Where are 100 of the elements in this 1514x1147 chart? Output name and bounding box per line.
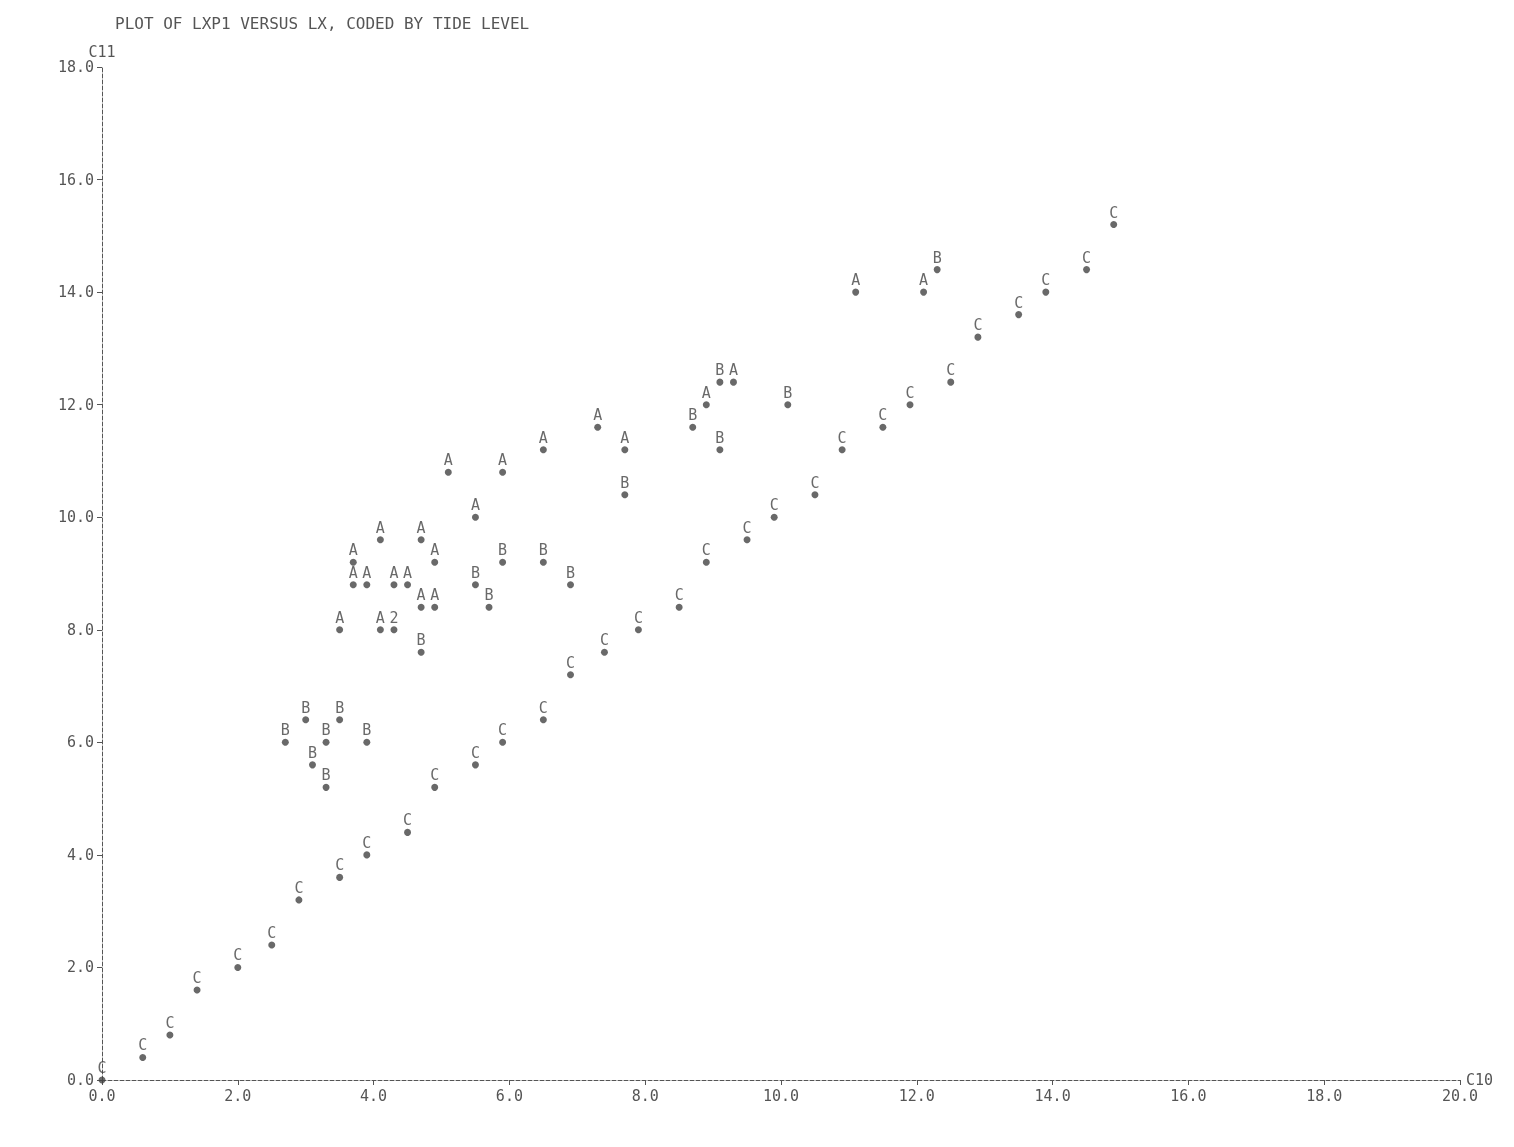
text: A	[919, 271, 929, 290]
text: A	[701, 383, 711, 402]
point	[281, 738, 289, 746]
point	[702, 401, 710, 409]
text: C	[403, 811, 413, 830]
text: C	[633, 608, 643, 627]
text: B	[335, 698, 345, 717]
point	[336, 626, 344, 634]
text: A	[430, 541, 440, 560]
x-tick-label: 20.0	[1441, 1086, 1479, 1105]
text: C	[138, 1036, 148, 1055]
text: C	[878, 406, 888, 425]
x-tick-label: 16.0	[1170, 1086, 1207, 1105]
point	[784, 401, 792, 409]
text: A	[362, 563, 372, 582]
point	[234, 963, 242, 971]
text: C	[674, 586, 684, 605]
text: B	[932, 248, 942, 267]
series-label: C	[1109, 203, 1119, 222]
point	[471, 761, 479, 769]
text: C	[1082, 248, 1092, 267]
text: B	[470, 563, 480, 582]
point	[675, 603, 683, 611]
text: C	[946, 361, 956, 380]
point	[621, 446, 629, 454]
chart-title: PLOT OF LXP1 VERSUS LX, CODED BY TIDE LEVEL	[115, 13, 530, 33]
y-tick-label: 10.0	[57, 508, 94, 527]
point	[947, 378, 955, 386]
point	[404, 828, 412, 836]
point	[1110, 221, 1118, 229]
text: C	[470, 743, 480, 762]
point	[539, 716, 547, 724]
point	[716, 446, 724, 454]
point	[471, 513, 479, 521]
text: B	[484, 586, 494, 605]
text: C	[599, 631, 609, 650]
text: C	[362, 833, 372, 852]
point	[336, 873, 344, 881]
x-tick-label: 2.0	[224, 1086, 252, 1105]
text: C	[837, 428, 847, 447]
text: A	[593, 406, 603, 425]
text: B	[280, 721, 290, 740]
y-tick-label: 16.0	[57, 170, 94, 189]
text: C	[97, 1059, 107, 1077]
text: A	[728, 361, 738, 380]
x-tick-label: 12.0	[898, 1086, 935, 1105]
point	[567, 581, 575, 589]
text: B	[416, 631, 426, 650]
point	[1015, 311, 1023, 319]
point	[322, 738, 330, 746]
text: B	[715, 361, 725, 380]
point	[879, 423, 887, 431]
text: A	[375, 518, 385, 537]
text: C	[430, 766, 440, 785]
text: B	[321, 721, 331, 740]
y-tick-label: 14.0	[57, 283, 94, 302]
text: C	[165, 1013, 175, 1032]
point	[920, 288, 928, 296]
y-tick-label: 4.0	[66, 845, 94, 864]
point	[417, 648, 425, 656]
series-label: B	[321, 766, 331, 785]
point	[139, 1053, 147, 1061]
y-tick-label: 2.0	[66, 958, 94, 977]
text: A	[403, 563, 413, 582]
text: A	[443, 451, 453, 470]
text: A	[416, 518, 426, 537]
text: B	[715, 428, 725, 447]
point	[363, 581, 371, 589]
point	[499, 738, 507, 746]
x-tick-label: 18.0	[1306, 1086, 1343, 1105]
point	[600, 648, 608, 656]
point	[594, 423, 602, 431]
point	[770, 513, 778, 521]
text: C	[1014, 293, 1024, 312]
point	[417, 603, 425, 611]
y-axis-title: C11	[88, 42, 116, 61]
point	[539, 558, 547, 566]
point	[309, 761, 316, 769]
point	[499, 558, 507, 566]
point	[689, 423, 697, 431]
point	[404, 581, 412, 589]
series-label: A	[348, 563, 358, 582]
point	[716, 378, 724, 386]
point	[499, 468, 507, 476]
point	[485, 603, 493, 611]
text: A	[348, 541, 358, 560]
point	[906, 401, 914, 409]
point	[376, 626, 384, 634]
x-tick-label: 10.0	[762, 1086, 800, 1105]
text: C	[769, 496, 779, 515]
x-axis-title: C10	[1466, 1071, 1494, 1089]
point	[376, 536, 384, 544]
point	[933, 266, 941, 274]
point	[974, 333, 982, 341]
point	[390, 581, 398, 589]
text: A	[335, 608, 345, 627]
text: C	[565, 653, 576, 672]
x-tick-label: 6.0	[495, 1086, 523, 1105]
text: A	[389, 563, 399, 582]
point	[539, 446, 547, 454]
